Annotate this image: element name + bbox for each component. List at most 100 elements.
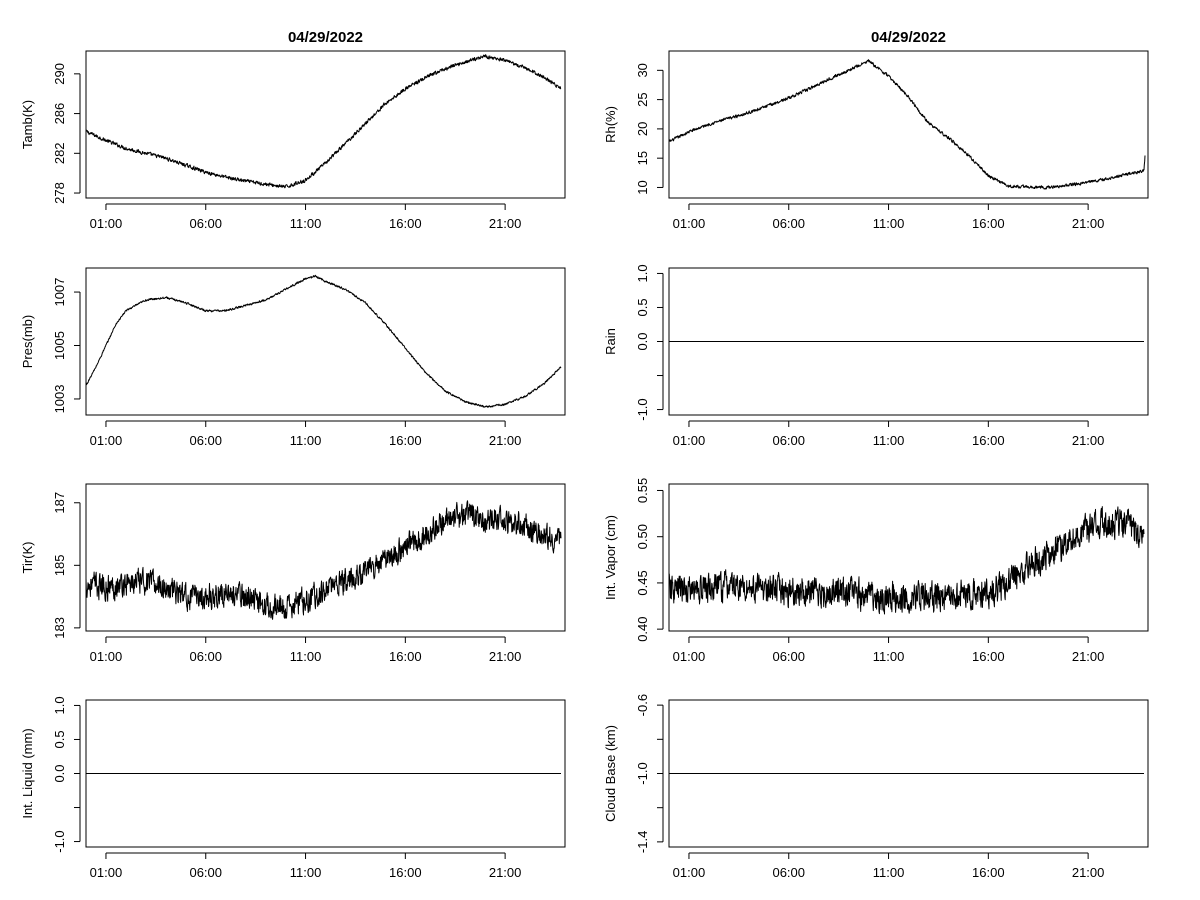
- panel-vapor: 01:00 06:00 11:00 16:00 21:00 0.40 0.45 0.50 0.5…: [603, 478, 1149, 664]
- tamb-x-tick-label: 01:00: [90, 216, 123, 231]
- liquid-x-tick-label: 11:00: [290, 865, 322, 880]
- pres-x-tick-label: 06:00: [189, 433, 222, 448]
- rh-y-tick-label: 15: [635, 151, 650, 165]
- vapor-plot-frame: [668, 483, 1149, 632]
- rh-x-tick-label: 06:00: [772, 216, 805, 231]
- tamb-x-tick-label: 16:00: [389, 216, 422, 231]
- vapor-y-tick-label: 0.45: [635, 570, 650, 595]
- vapor-y-tick-label: 0.55: [635, 478, 650, 503]
- vapor-y-tick-label: 0.50: [635, 524, 650, 549]
- cloudbase-y-tick-label: -0.6: [635, 694, 650, 716]
- panel-tamb: 04/29/2022 01:00 06:00 11:00 16:00 21:00 278 28…: [20, 29, 566, 231]
- panel-rh: 04/29/2022 01:00 06:00 11:00 16:00 21:00 10 15 2…: [603, 29, 1149, 231]
- panel-liquid: 01:00 06:00 11:00 16:00 21:00 -1.0 0.0 0.5 1.0 In…: [20, 696, 566, 880]
- tamb-y-tick-label: 282: [52, 142, 67, 164]
- rh-y-axis-label: Rh(%): [603, 106, 618, 143]
- tamb-x-tick-label: 11:00: [290, 216, 322, 231]
- rain-x-tick-label: 16:00: [972, 433, 1005, 448]
- cloudbase-x-tick-label: 21:00: [1072, 865, 1105, 880]
- cloudbase-y-tick-label: -1.4: [635, 831, 650, 853]
- pres-series-line: [85, 274, 562, 408]
- liquid-x-tick-label: 01:00: [90, 865, 123, 880]
- pres-y-tick-label: 1005: [52, 331, 67, 360]
- cloudbase-x-tick-label: 16:00: [972, 865, 1005, 880]
- vapor-series-line: [668, 506, 1145, 615]
- liquid-y-tick-label: 0.5: [52, 730, 67, 748]
- cloudbase-x-tick-label: 06:00: [772, 865, 805, 880]
- tir-y-axis-label: Tir(K): [20, 541, 35, 573]
- rain-y-axis-label: Rain: [603, 328, 618, 355]
- rain-y-tick-label: 1.0: [635, 264, 650, 282]
- rh-series-line: [668, 59, 1146, 190]
- tamb-y-tick-label: 278: [52, 182, 67, 204]
- tamb-plot-frame: [85, 50, 566, 199]
- rain-x-tick-label: 21:00: [1072, 433, 1105, 448]
- tir-x-tick-label: 21:00: [489, 649, 522, 664]
- liquid-y-tick-label: -1.0: [52, 830, 67, 852]
- liquid-y-tick-label: 0.0: [52, 764, 67, 782]
- cloudbase-x-tick-label: 11:00: [873, 865, 905, 880]
- pres-x-tick-label: 16:00: [389, 433, 422, 448]
- tir-x-tick-label: 11:00: [290, 649, 322, 664]
- tir-plot-frame: [85, 483, 566, 632]
- vapor-y-tick-label: 0.40: [635, 616, 650, 641]
- vapor-y-axis-label: Int. Vapor (cm): [603, 515, 618, 600]
- panel-cloudbase: 01:00 06:00 11:00 16:00 21:00 -1.4 -1.0 -0.6 Clo…: [603, 694, 1149, 880]
- vapor-x-tick-label: 01:00: [673, 649, 706, 664]
- tamb-x-tick-label: 06:00: [189, 216, 222, 231]
- pres-y-axis-label: Pres(mb): [20, 315, 35, 368]
- vapor-x-tick-label: 16:00: [972, 649, 1005, 664]
- pres-plot-frame: [85, 267, 566, 416]
- rh-plot-frame: [668, 50, 1149, 199]
- liquid-x-tick-label: 06:00: [189, 865, 222, 880]
- rain-x-tick-label: 01:00: [673, 433, 706, 448]
- tir-series-line: [85, 500, 562, 620]
- pres-y-tick-label: 1003: [52, 385, 67, 414]
- panel-pres: 01:00 06:00 11:00 16:00 21:00 1003 1005 1007 Pre…: [20, 267, 566, 448]
- rain-x-tick-label: 11:00: [873, 433, 905, 448]
- tir-y-tick-label: 183: [52, 617, 67, 639]
- liquid-x-tick-label: 21:00: [489, 865, 522, 880]
- rh-y-tick-label: 30: [635, 63, 650, 77]
- rh-y-tick-label: 10: [635, 180, 650, 194]
- pres-x-tick-label: 21:00: [489, 433, 522, 448]
- tir-y-tick-label: 185: [52, 554, 67, 576]
- liquid-y-axis-label: Int. Liquid (mm): [20, 728, 35, 818]
- cloudbase-y-axis-label: Cloud Base (km): [603, 725, 618, 822]
- rh-x-tick-label: 01:00: [673, 216, 706, 231]
- rh-y-tick-label: 20: [635, 122, 650, 136]
- rh-y-tick-label: 25: [635, 92, 650, 106]
- rh-x-tick-label: 16:00: [972, 216, 1005, 231]
- tir-x-tick-label: 01:00: [90, 649, 123, 664]
- tamb-y-axis-label: Tamb(K): [20, 100, 35, 149]
- panel-tir: 01:00 06:00 11:00 16:00 21:00 183 185 187 Tir(K): [20, 483, 566, 664]
- pres-x-tick-label: 11:00: [290, 433, 322, 448]
- tamb-title: 04/29/2022: [288, 29, 363, 46]
- vapor-x-tick-label: 21:00: [1072, 649, 1105, 664]
- liquid-y-tick-label: 1.0: [52, 696, 67, 714]
- rh-x-tick-label: 11:00: [873, 216, 905, 231]
- pres-x-tick-label: 01:00: [90, 433, 123, 448]
- rh-x-tick-label: 21:00: [1072, 216, 1105, 231]
- vapor-x-tick-label: 11:00: [873, 649, 905, 664]
- rh-title: 04/29/2022: [871, 29, 946, 46]
- tamb-y-tick-label: 286: [52, 103, 67, 125]
- pres-y-tick-label: 1007: [52, 278, 67, 307]
- tir-x-tick-label: 06:00: [189, 649, 222, 664]
- tamb-x-tick-label: 21:00: [489, 216, 522, 231]
- panel-rain: 01:00 06:00 11:00 16:00 21:00 -1.0 0.0 0.5 1.0 Ra…: [603, 264, 1149, 448]
- tamb-series-line: [85, 54, 562, 189]
- rain-x-tick-label: 06:00: [772, 433, 805, 448]
- rain-y-tick-label: 0.5: [635, 298, 650, 316]
- cloudbase-x-tick-label: 01:00: [673, 865, 706, 880]
- tir-x-tick-label: 16:00: [389, 649, 422, 664]
- cloudbase-y-tick-label: -1.0: [635, 762, 650, 784]
- rain-y-tick-label: -1.0: [635, 398, 650, 420]
- rain-y-tick-label: 0.0: [635, 332, 650, 350]
- vapor-x-tick-label: 06:00: [772, 649, 805, 664]
- tir-y-tick-label: 187: [52, 492, 67, 514]
- tamb-y-tick-label: 290: [52, 63, 67, 85]
- liquid-x-tick-label: 16:00: [389, 865, 422, 880]
